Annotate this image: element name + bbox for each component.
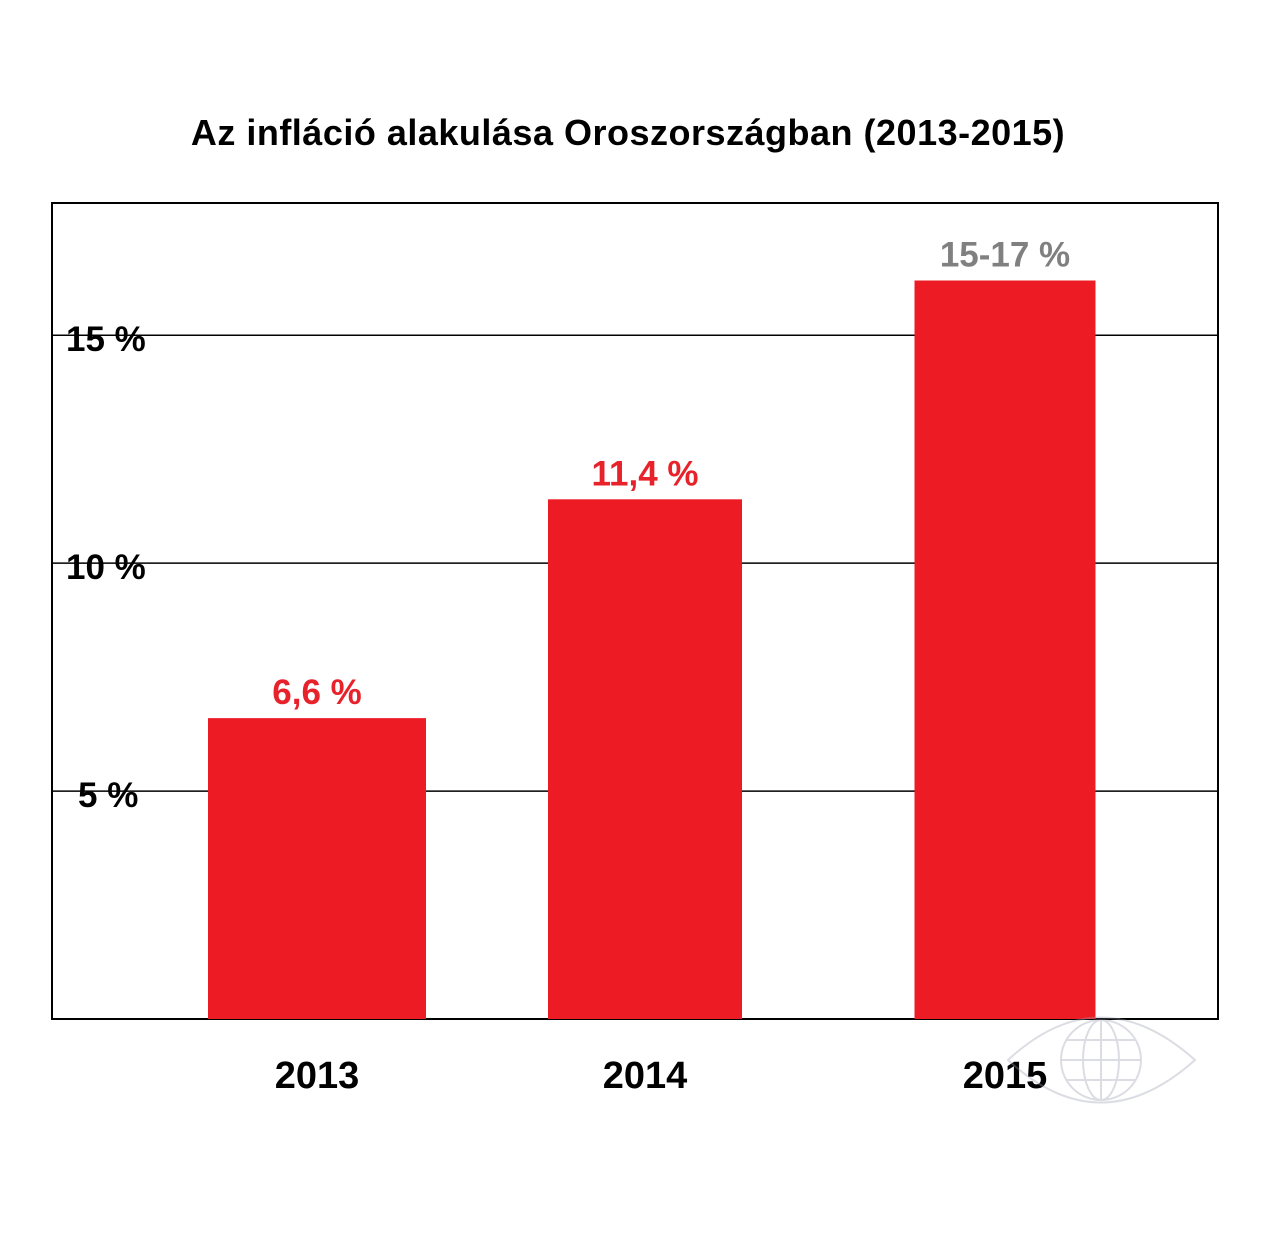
globe-eye-watermark (1006, 1016, 1197, 1104)
y-tick-label: 5 % (78, 776, 138, 815)
chart-title: Az infláció alakulása Oroszországban (20… (190, 112, 1066, 153)
data-label-2015: 15-17 % (940, 235, 1070, 274)
x-tick-label-2013: 2013 (275, 1055, 360, 1097)
y-tick-label: 10 % (66, 548, 146, 587)
x-tick-label-2015: 2015 (963, 1055, 1048, 1097)
bars (208, 280, 1096, 1019)
x-tick-labels: 2013 2014 2015 (275, 1055, 1048, 1097)
bar-2015 (914, 280, 1096, 1019)
bar-2013 (208, 718, 426, 1019)
y-tick-label: 15 % (66, 320, 146, 359)
bar-2014 (548, 499, 742, 1019)
y-tick-labels: 5 % 10 % 15 % (66, 320, 146, 815)
data-labels: 6,6 % 11,4 % 15-17 % (272, 235, 1070, 712)
data-label-2013: 6,6 % (272, 673, 362, 712)
x-tick-label-2014: 2014 (603, 1055, 688, 1097)
data-label-2014: 11,4 % (591, 454, 698, 493)
